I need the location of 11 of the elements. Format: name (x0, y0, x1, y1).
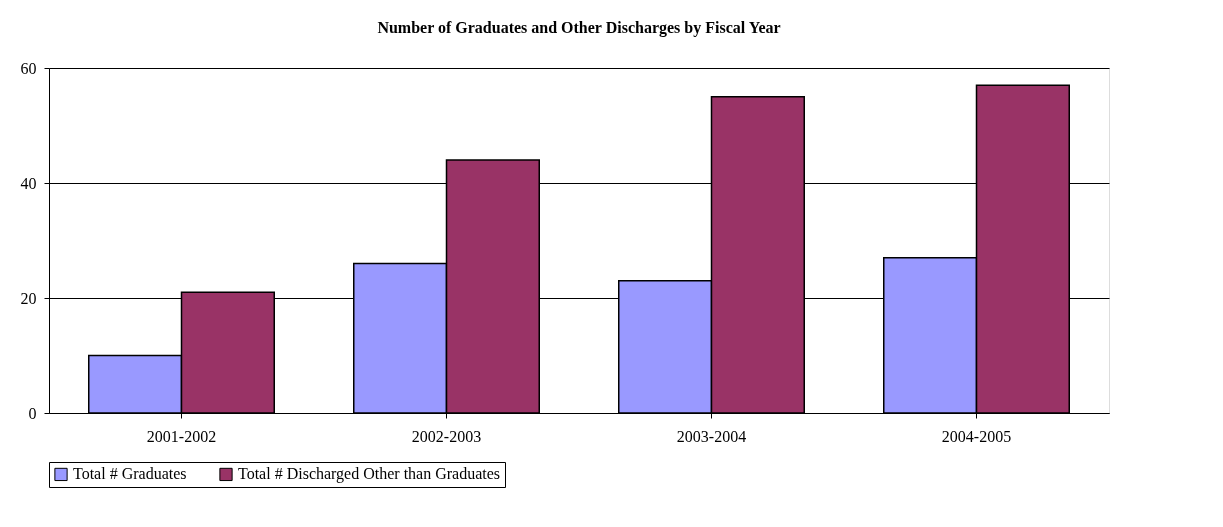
chart-title: Number of Graduates and Other Discharges by Fiscal Year (377, 19, 781, 37)
x-tick-label: 2002-2003 (411, 427, 482, 445)
x-tick-label: 2001-2002 (146, 427, 217, 445)
x-tick-label: 2004-2005 (941, 427, 1012, 445)
legend-label: Total # Discharged Other than Graduates (238, 465, 501, 484)
x-tick-label: 2003-2004 (676, 427, 747, 445)
y-tick-label: 0 (28, 404, 37, 422)
y-tick-label: 40 (20, 174, 37, 192)
legend-label: Total # Graduates (73, 465, 187, 483)
y-tick-label: 20 (20, 289, 37, 307)
y-tick-label: 60 (20, 59, 37, 77)
